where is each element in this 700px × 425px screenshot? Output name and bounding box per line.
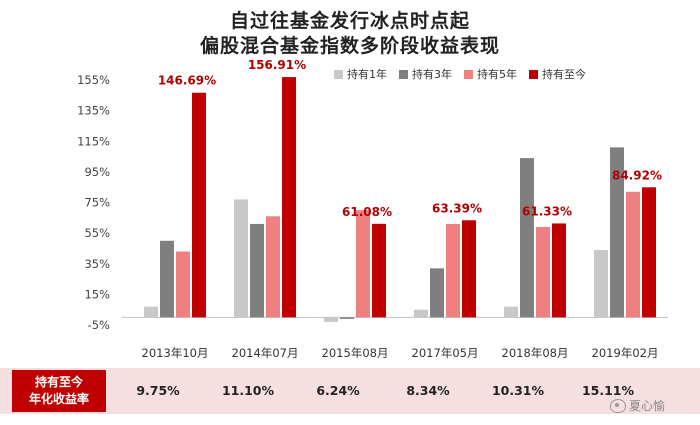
bar-1-1 — [250, 223, 264, 318]
bar-3-1 — [282, 77, 296, 318]
bar-0-2 — [324, 317, 338, 322]
annual-rate-2017-05: 8.34% — [406, 383, 450, 398]
bar-1-3 — [430, 268, 444, 318]
watermark-text: 夏心愉 — [629, 399, 666, 413]
legend-label-now: 持有至今 — [542, 68, 586, 81]
summary-row-label: 持有至今 年化收益率 — [12, 370, 106, 412]
bar-3-5 — [642, 187, 656, 318]
legend-swatch-now — [529, 69, 538, 79]
legend-item-1y: 持有1年 — [334, 66, 387, 82]
bar-0-1 — [234, 199, 248, 318]
legend-label-3y: 持有3年 — [412, 68, 452, 81]
x-category-label: 2014年07月 — [232, 346, 299, 360]
bar-0-3 — [414, 309, 428, 318]
legend-item-3y: 持有3年 — [399, 66, 452, 82]
y-tick-label: 95% — [84, 165, 110, 179]
bar-0-0 — [144, 306, 158, 318]
y-tick-label: -5% — [88, 318, 110, 332]
bar-3-4 — [552, 223, 566, 318]
summary-row-background — [0, 368, 700, 414]
bar-1-4 — [520, 158, 534, 318]
data-label: 63.39% — [432, 201, 482, 215]
data-label: 61.33% — [522, 204, 572, 218]
bar-1-5 — [610, 147, 624, 318]
data-label: 84.92% — [612, 168, 662, 182]
annual-rate-2015-08: 6.24% — [316, 383, 360, 398]
legend-swatch-3y — [399, 69, 408, 79]
bar-3-3 — [462, 220, 476, 318]
bar-chart: -5% 15% 35% 55% 75% 95% 115% 135% 155% 146.69% 201… — [77, 58, 668, 360]
summary-label-line1: 持有至今 — [34, 375, 83, 389]
bar-2-0 — [176, 251, 190, 318]
data-label: 146.69% — [158, 74, 216, 88]
weibo-icon — [610, 398, 626, 413]
bar-1-2 — [340, 317, 354, 319]
annual-rate-2019-02: 15.11% — [581, 383, 635, 398]
bar-2-3 — [446, 223, 460, 318]
annual-rate-2013-10: 9.75% — [136, 383, 180, 398]
legend-item-now: 持有至今 — [529, 66, 586, 82]
legend-swatch-5y — [464, 69, 473, 79]
y-tick-label: 55% — [84, 226, 110, 240]
bar-0-5 — [594, 249, 608, 318]
chart-title-line2: 偏股混合基金指数多阶段收益表现 — [199, 35, 500, 57]
bar-3-0 — [192, 92, 206, 318]
y-tick-label: 135% — [77, 104, 110, 118]
annual-rate-2018-08: 10.31% — [491, 383, 545, 398]
bar-2-1 — [266, 216, 280, 318]
x-category-label: 2018年08月 — [502, 346, 569, 360]
watermark: 夏心愉 — [610, 397, 665, 414]
bar-2-4 — [536, 227, 550, 318]
chart-title-line1: 自过往基金发行冰点时点起 — [229, 10, 470, 32]
data-label: 156.91% — [248, 58, 306, 72]
bar-3-2 — [372, 223, 386, 318]
bar-2-5 — [626, 191, 640, 318]
chart-legend: 持有1年 持有3年 持有5年 持有至今 — [334, 66, 586, 82]
legend-item-5y: 持有5年 — [464, 66, 517, 82]
summary-label-line2: 年化收益率 — [28, 392, 89, 406]
legend-label-1y: 持有1年 — [347, 68, 387, 81]
y-tick-label: 75% — [84, 196, 110, 210]
bar-2-2 — [356, 210, 370, 318]
bar-1-0 — [160, 240, 174, 318]
annual-rate-2014-07: 11.10% — [221, 383, 275, 398]
legend-label-5y: 持有5年 — [477, 68, 517, 81]
x-category-label: 2015年08月 — [322, 346, 389, 360]
y-tick-label: 35% — [84, 257, 110, 271]
x-category-label: 2017年05月 — [412, 346, 479, 360]
x-category-label: 2013年10月 — [142, 346, 209, 360]
y-tick-label: 155% — [77, 73, 110, 87]
y-tick-label: 115% — [77, 134, 110, 148]
data-label: 61.08% — [342, 205, 392, 219]
y-tick-label: 15% — [84, 287, 110, 301]
bar-0-4 — [504, 306, 518, 318]
x-category-label: 2019年02月 — [592, 346, 659, 360]
legend-swatch-1y — [334, 69, 343, 79]
